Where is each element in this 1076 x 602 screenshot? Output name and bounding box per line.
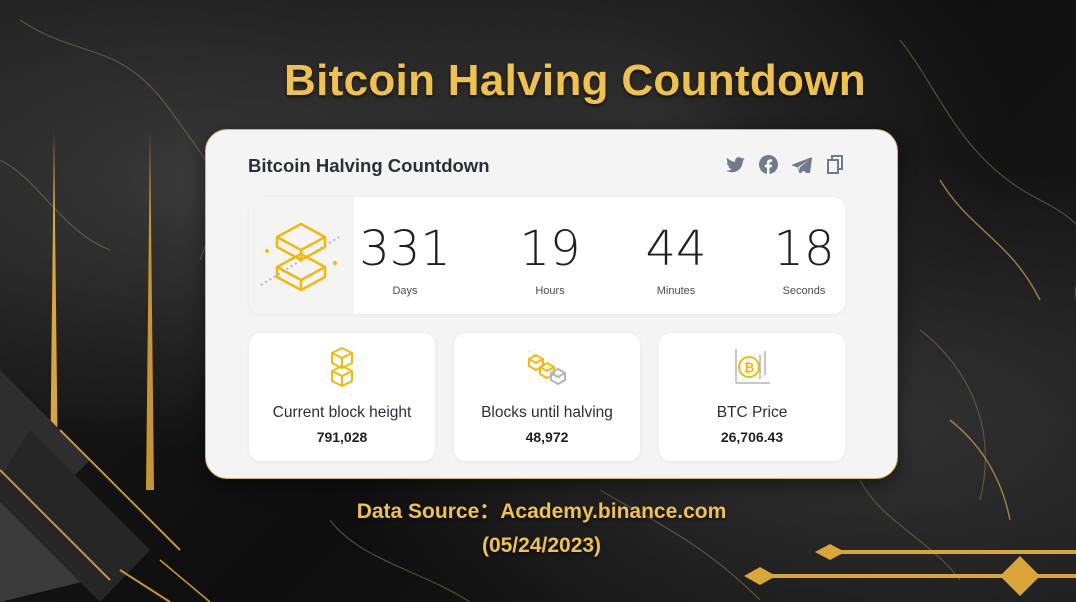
stat-current-block-height: Current block height 791,028 — [249, 333, 435, 461]
days-label: Days — [392, 285, 418, 297]
minutes-value: 44 — [645, 221, 707, 277]
stat-btc-price: ₿ BTC Price 26,706.43 — [659, 333, 845, 461]
blocks-until-halving-label: Blocks until halving — [481, 404, 613, 421]
hours-unit: 19 Hours — [495, 221, 605, 297]
days-value: 331 — [359, 221, 451, 277]
hours-label: Hours — [535, 285, 565, 297]
svg-text:₿: ₿ — [744, 361, 755, 376]
seconds-label: Seconds — [782, 285, 826, 297]
card-title: Bitcoin Halving Countdown — [248, 155, 490, 176]
data-source-date: (05/24/2023) — [481, 534, 602, 557]
current-block-height-value: 791,028 — [316, 429, 368, 445]
blocks-cluster-icon — [454, 345, 640, 389]
facebook-icon[interactable] — [758, 154, 779, 175]
seconds-unit: 18 Seconds — [749, 221, 845, 297]
days-unit: 331 Days — [350, 221, 460, 297]
telegram-icon[interactable] — [791, 154, 812, 175]
share-bar — [725, 154, 845, 175]
countdown-card: Bitcoin Halving Countdown — [205, 129, 898, 479]
twitter-icon[interactable] — [725, 154, 746, 175]
block-stack-icon — [249, 345, 435, 389]
hours-value: 19 — [519, 221, 581, 277]
minutes-unit: 44 Minutes — [621, 221, 731, 297]
blocks-until-halving-value: 48,972 — [525, 429, 569, 445]
seconds-value: 18 — [773, 221, 835, 277]
countdown-timer: 331 Days 19 Hours 44 Minutes 18 Seconds — [249, 197, 845, 314]
copy-icon[interactable] — [824, 154, 845, 175]
bitcoin-chart-icon: ₿ — [659, 345, 845, 389]
minutes-label: Minutes — [656, 285, 696, 297]
btc-price-value: 26,706.43 — [720, 429, 784, 445]
data-source-line: Data Source：Academy.binance.com — [356, 500, 727, 523]
page-headline: Bitcoin Halving Countdown — [284, 56, 866, 105]
btc-price-label: BTC Price — [716, 404, 788, 421]
halving-blocks-illustration — [249, 197, 354, 314]
current-block-height-label: Current block height — [272, 404, 412, 421]
stat-blocks-until-halving: Blocks until halving 48,972 — [454, 333, 640, 461]
data-source-note: Data Source：Academy.binance.com (05/24/2… — [0, 495, 1076, 563]
